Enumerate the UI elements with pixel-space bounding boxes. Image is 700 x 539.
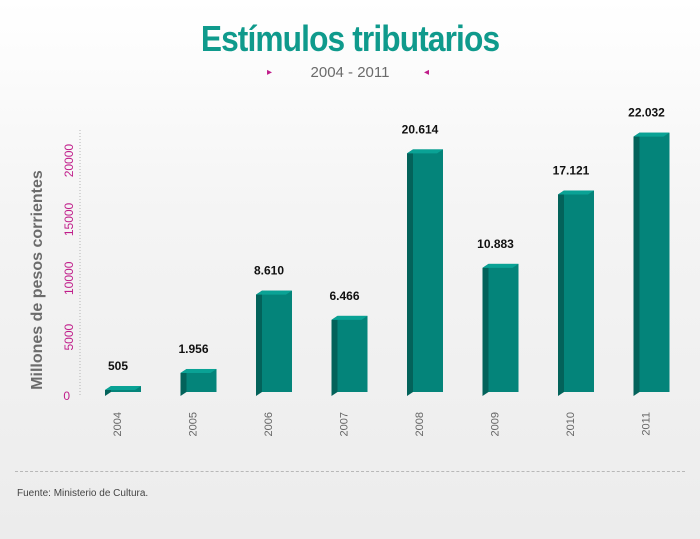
bar-top xyxy=(180,368,217,373)
bar-top xyxy=(331,315,368,320)
data-label: 20.614 xyxy=(402,122,439,136)
bar-top xyxy=(633,132,670,137)
bar-side xyxy=(482,263,489,396)
bar-side xyxy=(331,315,338,396)
y-tick-label: 15000 xyxy=(62,202,76,236)
y-axis-label: Millones de pesos corrientes xyxy=(29,170,46,390)
bar-top xyxy=(256,290,292,295)
bar-top xyxy=(558,190,594,195)
bar xyxy=(564,190,594,392)
data-label: 505 xyxy=(108,359,128,373)
data-label: 22.032 xyxy=(628,106,665,120)
y-tick-label: 5000 xyxy=(62,323,76,350)
bar xyxy=(186,368,217,392)
x-tick-label: 2009 xyxy=(489,412,501,436)
bar-side xyxy=(558,190,564,396)
bar-side xyxy=(180,368,187,396)
bar xyxy=(413,149,443,392)
x-tick-label: 2004 xyxy=(112,412,124,436)
y-tick-label: 10000 xyxy=(62,261,76,295)
bar xyxy=(337,315,368,392)
x-tick-label: 2008 xyxy=(414,412,426,436)
x-tick-label: 2005 xyxy=(187,412,199,436)
y-tick-label: 20000 xyxy=(62,144,76,178)
x-tick-label: 2010 xyxy=(565,412,577,436)
bar xyxy=(488,263,519,392)
source-note: Fuente: Ministerio de Cultura. xyxy=(17,488,149,499)
bar-top xyxy=(482,263,519,268)
chart-title: Estímulos tributarios xyxy=(200,18,500,59)
data-label: 6.466 xyxy=(329,289,359,303)
y-tick-label: 0 xyxy=(63,389,70,403)
chart-subtitle: 2004 - 2011 xyxy=(0,64,700,81)
bar xyxy=(639,132,670,392)
subtitle-text: 2004 - 2011 xyxy=(310,64,390,81)
data-label: 17.121 xyxy=(553,163,590,177)
bar-top xyxy=(105,386,141,391)
bar-top xyxy=(407,149,443,154)
data-label: 8.610 xyxy=(254,264,284,278)
x-tick-label: 2011 xyxy=(640,412,652,436)
bar xyxy=(262,290,292,392)
left-triangle-icon: ▸ xyxy=(267,67,273,78)
bar-chart: 0 5000 10000 15000 20000 Millones de pesos co… xyxy=(29,106,670,436)
x-tick-label: 2007 xyxy=(338,412,350,436)
data-label: 1.956 xyxy=(178,342,208,356)
bar-side xyxy=(633,132,640,396)
bar-side xyxy=(407,149,413,396)
x-tick-label: 2006 xyxy=(263,412,275,436)
footer-divider xyxy=(15,471,685,472)
bar-side xyxy=(256,290,262,396)
data-label: 10.883 xyxy=(477,237,514,251)
right-triangle-icon: ◂ xyxy=(424,67,430,78)
